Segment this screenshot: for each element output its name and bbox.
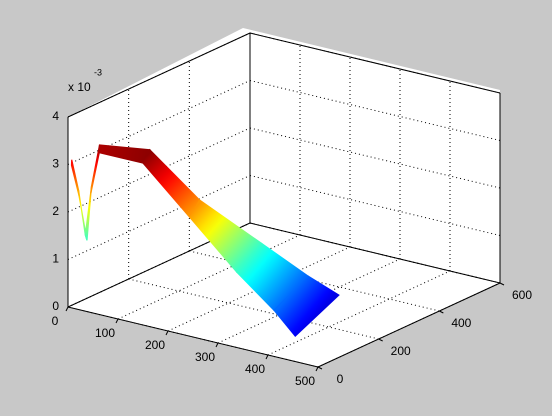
x-tick-label: 500	[295, 374, 315, 388]
exponent: -3	[94, 67, 102, 77]
axis-line	[249, 32, 501, 94]
surface-patch	[273, 275, 340, 337]
x-tick	[65, 306, 69, 312]
z-tick-label: 4	[52, 109, 59, 123]
x-tick-label: 400	[245, 362, 265, 376]
grid-line	[117, 234, 301, 320]
x-tick	[315, 366, 319, 372]
grid-line	[249, 127, 501, 189]
x-tick	[115, 318, 119, 324]
y-tick	[378, 338, 383, 342]
axes-background	[68, 28, 500, 367]
exponent-label: x 10	[68, 80, 91, 94]
y-tick-label: 600	[512, 288, 532, 302]
z-tick-label: 1	[52, 252, 59, 266]
x-tick-label: 0	[52, 314, 59, 328]
axis-line	[67, 306, 319, 368]
z-tick-label: 2	[52, 204, 59, 218]
grid-line	[128, 278, 379, 340]
x-tick-label: 200	[145, 338, 165, 352]
grid-line	[67, 175, 251, 260]
y-tick-label: 400	[451, 316, 471, 330]
grid-line	[67, 80, 251, 165]
z-tick-label: 0	[52, 299, 59, 313]
grid-line	[267, 270, 451, 356]
x-tick	[165, 330, 169, 336]
grid-line	[249, 175, 501, 236]
z-tick-label: 3	[52, 157, 59, 171]
x-tick-label: 300	[195, 350, 215, 364]
y-tick	[499, 282, 505, 286]
axis-line	[317, 282, 501, 368]
x-tick	[215, 342, 219, 348]
axis-line	[249, 222, 501, 284]
x-tick	[265, 354, 269, 360]
y-tick	[317, 366, 323, 370]
axis-line	[67, 32, 251, 118]
y-tick	[439, 310, 444, 314]
grid-line	[249, 80, 501, 141]
y-tick-label: 0	[337, 372, 344, 386]
x-tick-label: 100	[95, 326, 115, 340]
y-tick-label: 200	[391, 344, 411, 358]
